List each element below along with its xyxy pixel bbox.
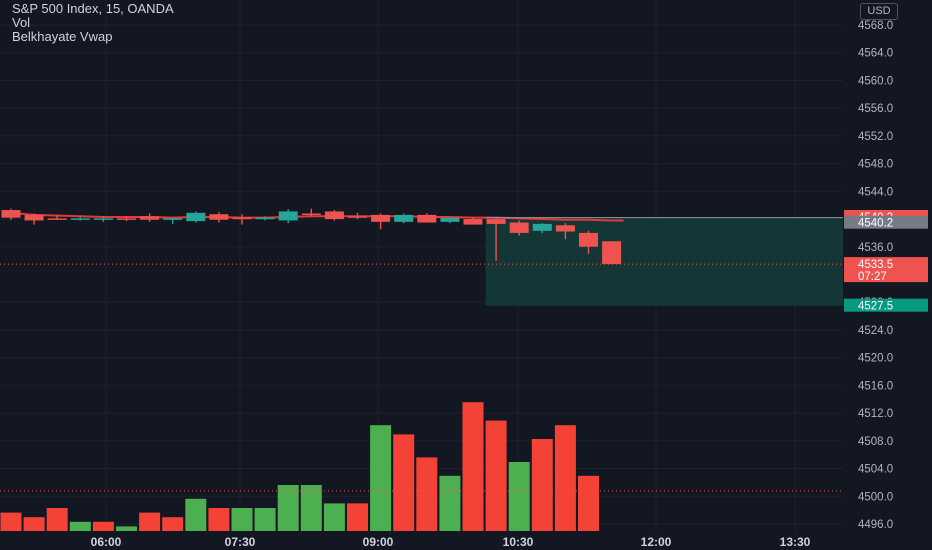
volume-bar bbox=[277, 485, 299, 531]
y-tick-label: 4556.0 bbox=[858, 103, 893, 115]
x-tick-label: 10:30 bbox=[503, 535, 534, 549]
y-tick-label: 4508.0 bbox=[858, 436, 893, 448]
y-tick-label: 4560.0 bbox=[858, 75, 893, 87]
candle-body bbox=[417, 214, 437, 223]
vwap-path bbox=[10, 211, 624, 222]
candle-body bbox=[117, 218, 136, 220]
volume-bar bbox=[231, 508, 253, 531]
candle-body bbox=[140, 216, 160, 220]
symbol-title[interactable]: S&P 500 Index, 15, OANDA bbox=[12, 1, 174, 16]
volume-bar bbox=[185, 498, 207, 531]
x-tick-label: 12:00 bbox=[641, 535, 672, 549]
volume-bar bbox=[300, 485, 322, 531]
volume-bar bbox=[23, 517, 45, 531]
volume-bar bbox=[462, 402, 484, 531]
candle-body bbox=[301, 213, 321, 216]
y-tick-label: 4496.0 bbox=[858, 519, 893, 531]
volume-bar bbox=[92, 521, 114, 531]
candle-body bbox=[509, 222, 529, 233]
x-tick-label: 07:30 bbox=[225, 535, 256, 549]
volume-bar bbox=[347, 503, 368, 531]
volume-bar bbox=[485, 420, 507, 531]
candle-body bbox=[440, 217, 460, 222]
current-price-tag-bg bbox=[844, 257, 928, 283]
price-lines bbox=[0, 217, 843, 492]
volume-bar bbox=[578, 475, 599, 531]
current-price-tag: 4533.5 bbox=[858, 259, 893, 271]
y-tick-label: 4548.0 bbox=[858, 159, 893, 171]
volume-bar bbox=[0, 512, 22, 531]
y-tick-label: 4512.0 bbox=[858, 408, 893, 420]
candle-body bbox=[324, 211, 344, 220]
y-tick-label: 4568.0 bbox=[858, 20, 893, 32]
volume-bar bbox=[116, 526, 137, 531]
x-tick-label: 09:00 bbox=[363, 535, 394, 549]
candles bbox=[1, 208, 622, 265]
candle-body bbox=[209, 214, 229, 220]
y-tick-label: 4564.0 bbox=[858, 48, 893, 60]
volume-bars bbox=[0, 402, 599, 531]
candle-body bbox=[555, 225, 575, 232]
volume-bar bbox=[531, 439, 553, 531]
volume-indicator-label[interactable]: Vol bbox=[12, 15, 31, 30]
candle-body bbox=[532, 223, 552, 231]
target-zone bbox=[485, 217, 843, 306]
volume-bar bbox=[554, 425, 576, 531]
volume-bar bbox=[323, 503, 345, 531]
y-tick-label: 4520.0 bbox=[858, 353, 893, 365]
volume-bar bbox=[416, 457, 438, 531]
volume-bar bbox=[69, 521, 91, 531]
target-price-tag-bg bbox=[844, 298, 928, 312]
level-price-tag: 4540.2 bbox=[858, 218, 893, 230]
volume-bar bbox=[393, 434, 415, 531]
volume-bar bbox=[208, 508, 230, 531]
candle-body bbox=[486, 219, 506, 224]
y-tick-label: 4504.0 bbox=[858, 464, 893, 476]
candle-body bbox=[371, 214, 391, 222]
volume-bar bbox=[370, 425, 392, 531]
vwap-line bbox=[10, 211, 624, 222]
candle-body bbox=[602, 241, 622, 265]
currency-button[interactable]: USD bbox=[860, 3, 898, 20]
candle-body bbox=[232, 217, 252, 220]
candle-body bbox=[463, 219, 483, 225]
volume-bar bbox=[46, 508, 68, 531]
candle-body bbox=[394, 214, 414, 222]
countdown-tag: 07:27 bbox=[858, 271, 887, 283]
y-tick-label: 4524.0 bbox=[858, 325, 893, 337]
candle-body bbox=[1, 210, 21, 218]
volume-bar bbox=[508, 462, 530, 531]
x-tick-label: 13:30 bbox=[780, 535, 811, 549]
candle-body bbox=[70, 218, 90, 220]
zone-box bbox=[485, 217, 843, 306]
candle-body bbox=[47, 218, 67, 220]
candle-body bbox=[255, 217, 275, 220]
candle-body bbox=[348, 216, 367, 218]
y-tick-label: 4536.0 bbox=[858, 242, 893, 254]
x-tick-label: 06:00 bbox=[91, 535, 122, 549]
candle-body bbox=[93, 218, 113, 220]
volume-bar bbox=[139, 512, 161, 531]
vwap-indicator-label[interactable]: Belkhayate Vwap bbox=[12, 29, 113, 44]
volume-bar bbox=[254, 508, 276, 531]
y-tick-label: 4544.0 bbox=[858, 186, 893, 198]
y-tick-label: 4516.0 bbox=[858, 380, 893, 392]
volume-bar bbox=[162, 517, 184, 531]
volume-bar bbox=[439, 475, 461, 531]
x-axis[interactable]: 06:00 07:30 09:00 10:30 12:00 13:30 bbox=[91, 535, 811, 549]
candle-body bbox=[278, 211, 298, 221]
candle-body bbox=[24, 214, 44, 221]
target-price-tag: 4527.5 bbox=[858, 301, 893, 313]
candle-body bbox=[579, 232, 598, 247]
candle-body bbox=[163, 218, 183, 220]
y-tick-label: 4552.0 bbox=[858, 131, 893, 143]
chart-legend: S&P 500 Index, 15, OANDA Vol Belkhayate … bbox=[12, 2, 174, 44]
candle-body bbox=[186, 212, 206, 222]
level-price-tag-bg bbox=[844, 215, 928, 229]
y-tick-label: 4500.0 bbox=[858, 491, 893, 503]
